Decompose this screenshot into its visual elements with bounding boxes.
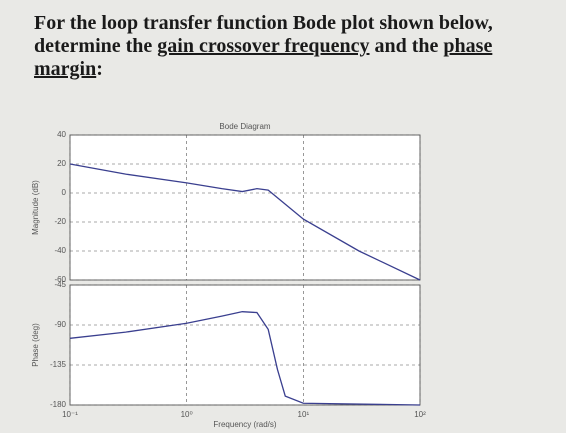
question-text: For the loop transfer function Bode plot…: [34, 12, 493, 34]
chart-title: Bode Diagram: [219, 122, 270, 131]
y-tick-label: -180: [50, 400, 67, 409]
y-tick-label: 40: [57, 130, 66, 139]
y-axis-label: Magnitude (dB): [31, 180, 40, 235]
question-text: phase: [443, 35, 493, 57]
y-tick-label: -60: [54, 275, 66, 284]
question-line: determine the gain crossover frequency a…: [34, 35, 493, 58]
y-tick-label: 20: [57, 159, 66, 168]
y-tick-label: -20: [54, 217, 66, 226]
question-text: determine the: [34, 35, 158, 57]
x-axis-label: Frequency (rad/s): [213, 420, 276, 429]
phase-frame: [69, 284, 421, 406]
y-tick-label: -40: [54, 246, 66, 255]
question-text: :: [96, 58, 103, 80]
question-text: and the: [369, 35, 444, 57]
y-tick-label: -90: [54, 320, 66, 329]
question: For the loop transfer function Bode plot…: [34, 12, 493, 81]
line-series: [69, 311, 421, 406]
question-text: margin: [34, 58, 97, 80]
y-tick-label: -45: [54, 280, 66, 289]
magnitude-frame: [69, 134, 421, 281]
x-tick-label: 10⁻¹: [62, 410, 78, 419]
y-axis-label: Phase (deg): [31, 323, 40, 367]
y-tick-label: -135: [50, 360, 67, 369]
question-line: For the loop transfer function Bode plot…: [34, 12, 493, 35]
question-line: margin:: [34, 58, 493, 81]
x-tick-label: 10⁰: [181, 410, 193, 419]
x-tick-label: 10²: [414, 410, 426, 419]
y-tick-label: 0: [62, 188, 67, 197]
x-tick-label: 10¹: [298, 410, 310, 419]
line-series: [69, 163, 421, 281]
question-text: gain crossover frequency: [157, 35, 370, 57]
